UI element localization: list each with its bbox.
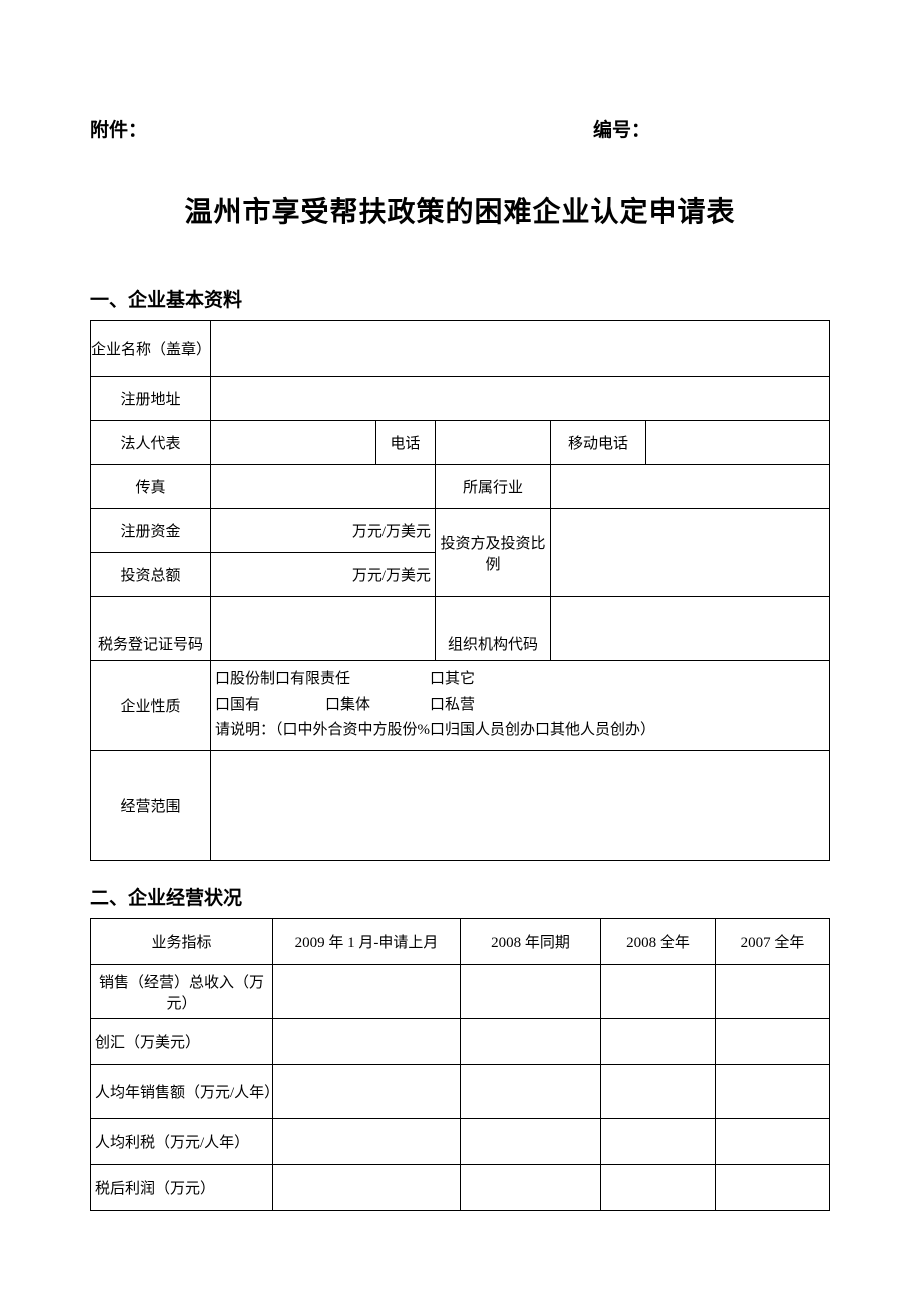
label-phone: 电话 [376,421,436,465]
nature-opt-line1: 口股份制口有限责任 [215,667,430,693]
field-mobile[interactable] [646,421,830,465]
cell-r1-p3[interactable] [601,965,716,1019]
section2-heading: 二、企业经营状况 [90,883,830,910]
label-reg-address: 注册地址 [91,377,211,421]
cell-r5-p1[interactable] [273,1165,461,1211]
field-phone[interactable] [436,421,551,465]
field-fax[interactable] [211,465,436,509]
cell-r1-p1[interactable] [273,965,461,1019]
cell-r3-p1[interactable] [273,1065,461,1119]
label-company-name: 企业名称（盖章） [91,321,211,377]
nature-opt-other: 口其它 [430,667,475,693]
business-status-table: 业务指标 2009 年 1 月-申请上月 2008 年同期 2008 全年 20… [90,918,830,1211]
label-biz-scope: 经营范围 [91,751,211,861]
field-company-nature[interactable]: 口股份制口有限责任 口其它 口国有 口集体 口私营 请说明：（口中外合资中方股份… [211,661,830,751]
field-legal-rep[interactable] [211,421,376,465]
cell-r3-p3[interactable] [601,1065,716,1119]
row-forex: 创汇（万美元） [91,1019,273,1065]
row-per-capita-sales: 人均年销售额（万元/人年） [91,1065,273,1119]
cell-r3-p4[interactable] [716,1065,830,1119]
row-after-tax-profit: 税后利润（万元） [91,1165,273,1211]
company-info-table: 企业名称（盖章） 注册地址 法人代表 电话 移动电话 传真 所属行业 注册资金 … [90,320,830,861]
cell-r4-p3[interactable] [601,1119,716,1165]
cell-r4-p4[interactable] [716,1119,830,1165]
field-reg-address[interactable] [211,377,830,421]
col-period3: 2008 全年 [601,919,716,965]
nature-opt-collective: 口集体 [325,693,430,719]
cell-r2-p2[interactable] [461,1019,601,1065]
row-per-capita-tax: 人均利税（万元/人年） [91,1119,273,1165]
section1-heading: 一、企业基本资料 [90,285,830,312]
document-title: 温州市享受帮扶政策的困难企业认定申请表 [90,190,830,230]
nature-opt-private: 口私营 [430,693,475,719]
cell-r2-p3[interactable] [601,1019,716,1065]
field-org-code[interactable] [551,597,830,661]
number-label: 编号： [593,115,830,142]
col-indicator: 业务指标 [91,919,273,965]
label-invest-total: 投资总额 [91,553,211,597]
cell-r2-p1[interactable] [273,1019,461,1065]
cell-r5-p2[interactable] [461,1165,601,1211]
field-invest-total[interactable]: 万元/万美元 [211,553,436,597]
label-investor-ratio: 投资方及投资比例 [436,509,551,597]
label-industry: 所属行业 [436,465,551,509]
attachment-label: 附件： [90,115,147,142]
label-tax-reg-no: 税务登记证号码 [91,597,211,661]
cell-r1-p2[interactable] [461,965,601,1019]
cell-r1-p4[interactable] [716,965,830,1019]
field-reg-capital[interactable]: 万元/万美元 [211,509,436,553]
cell-r2-p4[interactable] [716,1019,830,1065]
label-company-nature: 企业性质 [91,661,211,751]
cell-r3-p2[interactable] [461,1065,601,1119]
document-header: 附件： 编号： [90,115,830,142]
col-period1: 2009 年 1 月-申请上月 [273,919,461,965]
row-sales-revenue: 销售（经营）总收入（万元） [91,965,273,1019]
label-org-code: 组织机构代码 [436,597,551,661]
cell-r4-p2[interactable] [461,1119,601,1165]
cell-r5-p4[interactable] [716,1165,830,1211]
label-fax: 传真 [91,465,211,509]
col-period4: 2007 全年 [716,919,830,965]
field-industry[interactable] [551,465,830,509]
nature-explain: 请说明：（口中外合资中方股份%口归国人员创办口其他人员创办） [215,718,825,744]
cell-r5-p3[interactable] [601,1165,716,1211]
label-reg-capital: 注册资金 [91,509,211,553]
label-legal-rep: 法人代表 [91,421,211,465]
field-company-name[interactable] [211,321,830,377]
field-tax-reg-no[interactable] [211,597,436,661]
label-mobile: 移动电话 [551,421,646,465]
col-period2: 2008 年同期 [461,919,601,965]
field-biz-scope[interactable] [211,751,830,861]
cell-r4-p1[interactable] [273,1119,461,1165]
nature-opt-state: 口国有 [215,693,325,719]
field-investor-ratio[interactable] [551,509,830,597]
